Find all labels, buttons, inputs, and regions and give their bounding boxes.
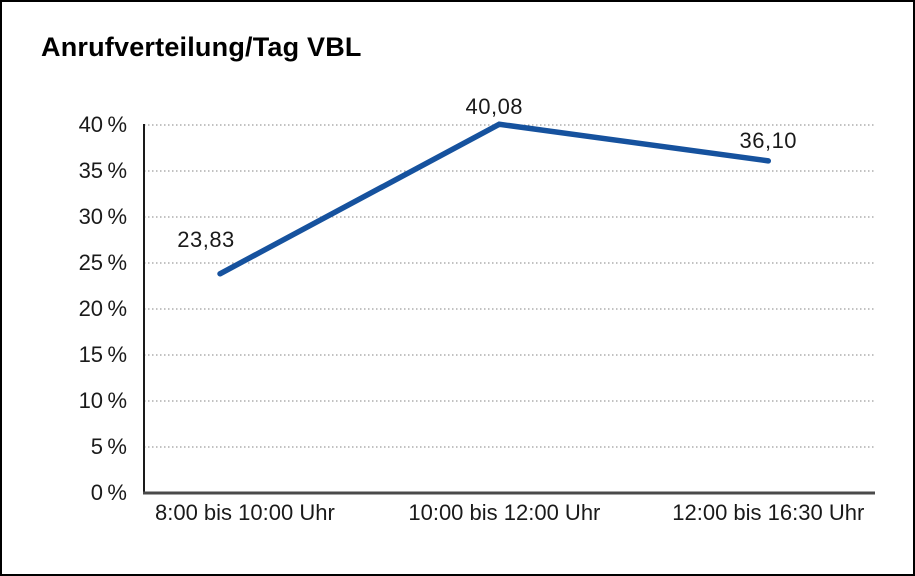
x-axis-category-label: 8:00 bis 10:00 Uhr [154, 500, 335, 525]
y-axis-tick-label: 10 % [78, 388, 127, 413]
x-axis-category-label: 10:00 bis 12:00 Uhr [408, 500, 601, 525]
data-point-label: 36,10 [739, 127, 798, 153]
x-axis-category-label: 12:00 bis 16:30 Uhr [672, 500, 865, 525]
y-axis-tick-label: 15 % [78, 342, 127, 367]
y-axis-tick-label: 30 % [78, 204, 127, 229]
y-axis-tick-label: 5 % [90, 434, 127, 459]
chart-title: Anrufverteilung/Tag VBL [41, 32, 362, 62]
data-point-label: 40,08 [465, 94, 524, 120]
y-axis-tick-label: 35 % [78, 158, 127, 183]
y-axis-tick-label: 0 % [90, 480, 127, 505]
y-axis-tick-label: 25 % [78, 250, 127, 275]
data-point-label: 23,83 [177, 226, 235, 252]
y-axis-tick-label: 20 % [78, 296, 127, 321]
y-axis-tick-label: 40 % [78, 112, 127, 137]
data-line [217, 121, 772, 277]
